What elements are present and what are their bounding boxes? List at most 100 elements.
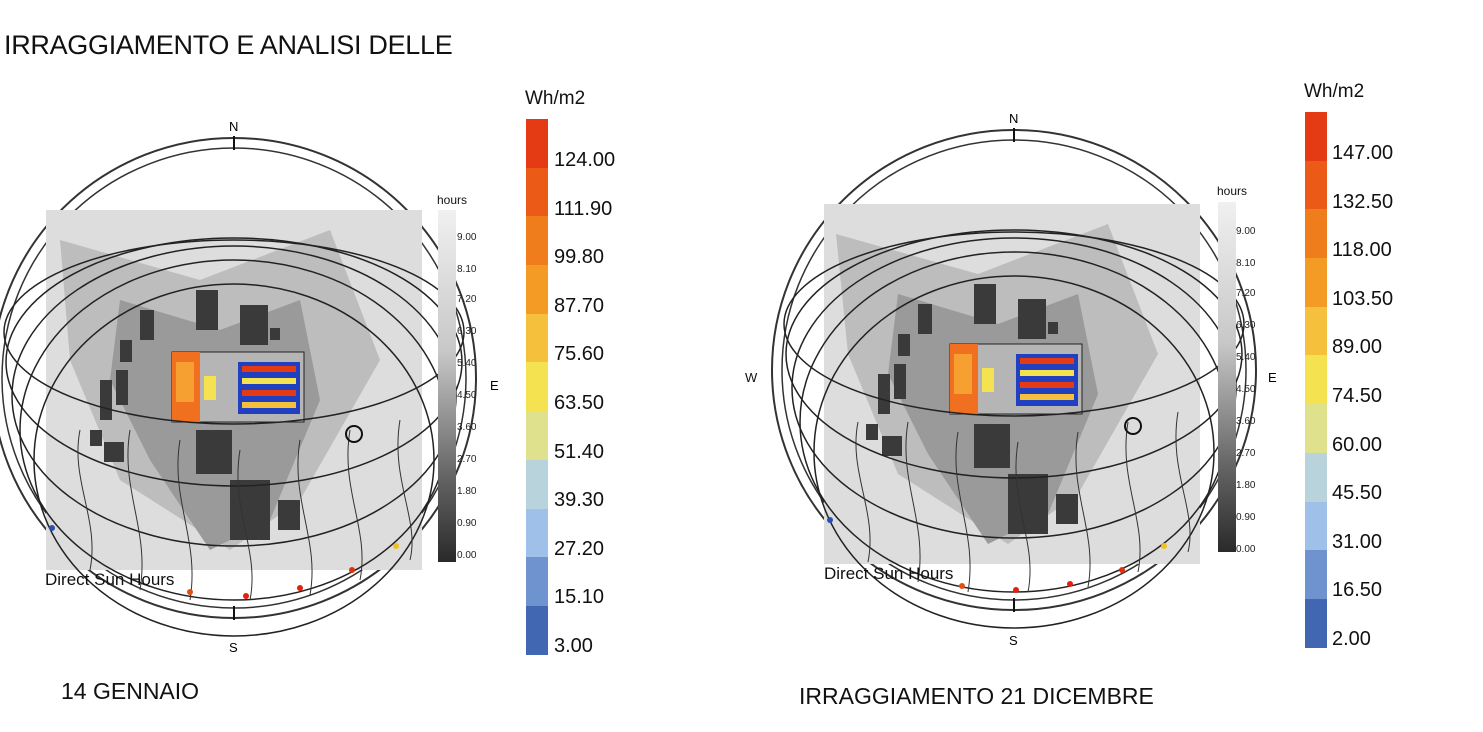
sun-dots <box>49 525 399 599</box>
compass-east: E <box>1268 370 1277 385</box>
legend-tick: 39.30 <box>554 489 605 511</box>
legend-tick: 124.00 <box>554 149 616 171</box>
hours-tick: 0.00 <box>1236 544 1256 555</box>
legend-swatch <box>526 557 548 606</box>
legend-tick: 63.50 <box>554 392 605 414</box>
hours-tick: 0.90 <box>1236 512 1256 523</box>
hours-tick: 7.20 <box>1236 288 1256 299</box>
context-buildings <box>90 290 300 540</box>
legend-swatch <box>1305 112 1327 161</box>
hours-tick: 9.00 <box>1236 226 1256 237</box>
irradiance-legend-bar <box>1305 112 1327 648</box>
sun-position-marker <box>1124 417 1142 435</box>
panel-14-gennaio: N S E Direct Sun Hours hours 9.00 8.10 7… <box>0 0 740 732</box>
caption-14-gennaio: 14 GENNAIO <box>61 678 200 704</box>
sunpath-diagram: N S E W <box>771 111 1277 648</box>
legend-tick: 118.00 <box>1332 239 1392 261</box>
legend-tick: 3.00 <box>554 635 593 657</box>
rooftop-heatmap <box>238 362 300 414</box>
legend-swatch <box>526 411 548 460</box>
legend-swatch <box>1305 598 1327 648</box>
legend-tick: 103.50 <box>1332 288 1394 310</box>
hours-scale-bar <box>438 210 456 562</box>
legend-swatch <box>526 459 548 509</box>
legend-tick: 51.40 <box>554 441 605 463</box>
hours-tick: 5.40 <box>457 358 477 369</box>
hours-tick: 2.70 <box>1236 448 1256 459</box>
hours-tick: 0.90 <box>457 518 477 529</box>
legend-unit: Wh/m2 <box>1304 81 1365 102</box>
hours-tick: 0.00 <box>457 550 477 561</box>
compass-west-label: W <box>745 370 758 385</box>
legend-swatch <box>1305 306 1327 356</box>
legend-tick: 45.50 <box>1332 482 1383 504</box>
hours-scale-bar <box>1218 202 1236 552</box>
legend-swatch <box>526 508 548 558</box>
legend-swatch <box>1305 404 1327 453</box>
legend-unit: Wh/m2 <box>525 88 586 109</box>
hours-tick: 2.70 <box>457 454 477 465</box>
legend-swatch <box>1305 160 1327 210</box>
compass-south: S <box>229 640 238 655</box>
sun-position-marker <box>345 425 363 443</box>
analemmas <box>855 411 1191 593</box>
legend-tick: 147.00 <box>1332 142 1394 164</box>
context-buildings <box>866 284 1078 534</box>
legend-tick: 15.10 <box>554 586 605 608</box>
direct-sun-hours-label: Direct Sun Hours <box>45 570 175 589</box>
compass-north: N <box>229 119 238 134</box>
legend-swatch <box>526 265 548 314</box>
rooftop-heatmap <box>1016 354 1078 406</box>
compass-north: N <box>1009 111 1018 126</box>
legend-tick: 60.00 <box>1332 434 1383 456</box>
hours-tick: 8.10 <box>457 264 477 275</box>
hours-tick: 4.50 <box>457 390 477 401</box>
compass-east: E <box>490 378 499 393</box>
legend-swatch <box>1305 550 1327 599</box>
page-title: IRRAGGIAMENTO E ANALISI DELLE <box>4 30 453 60</box>
hours-tick: 6.30 <box>1236 320 1256 331</box>
legend-tick: 27.20 <box>554 538 605 560</box>
hours-tick: 7.20 <box>457 294 477 305</box>
hours-tick: 3.60 <box>1236 416 1256 427</box>
legend-swatch <box>1305 501 1327 551</box>
legend-tick: 16.50 <box>1332 579 1383 601</box>
legend-tick: 31.00 <box>1332 531 1383 553</box>
legend-tick: 74.50 <box>1332 385 1383 407</box>
legend-tick: 87.70 <box>554 295 605 317</box>
hours-tick: 6.30 <box>457 326 477 337</box>
panel-21-dicembre: N S E W W Direct Sun Hours hours 9.00 8.… <box>740 0 1483 732</box>
legend-tick: 89.00 <box>1332 336 1383 358</box>
irradiance-legend-bar <box>526 119 548 655</box>
legend-swatch <box>1305 258 1327 307</box>
legend-swatch <box>526 313 548 363</box>
direct-sun-hours-label: Direct Sun Hours <box>824 564 954 583</box>
legend-tick: 132.50 <box>1332 191 1394 213</box>
hours-tick: 3.60 <box>457 422 477 433</box>
legend-swatch <box>526 605 548 655</box>
legend-swatch <box>526 119 548 168</box>
caption-21-dicembre: IRRAGGIAMENTO 21 DICEMBRE <box>799 683 1154 709</box>
hours-tick: 5.40 <box>1236 352 1256 363</box>
sunpath-diagram: N S E <box>0 119 499 655</box>
legend-swatch <box>1305 355 1327 405</box>
legend-swatch <box>526 362 548 412</box>
legend-tick: 75.60 <box>554 343 605 365</box>
legend-tick: 99.80 <box>554 246 605 268</box>
hours-tick: 1.80 <box>457 486 477 497</box>
hours-tick: 4.50 <box>1236 384 1256 395</box>
legend-tick: 2.00 <box>1332 628 1371 650</box>
hours-title: hours <box>437 193 468 207</box>
analemmas <box>77 419 413 601</box>
legend-swatch <box>526 216 548 266</box>
hours-tick: 1.80 <box>1236 480 1256 491</box>
hours-title: hours <box>1217 184 1248 198</box>
sun-dots <box>827 517 1167 593</box>
legend-swatch <box>1305 209 1327 259</box>
legend-swatch <box>1305 452 1327 502</box>
compass-south: S <box>1009 633 1018 648</box>
legend-tick: 111.90 <box>554 198 613 220</box>
legend-swatch <box>526 167 548 217</box>
hours-tick: 8.10 <box>1236 258 1256 269</box>
hours-tick: 9.00 <box>457 232 477 243</box>
